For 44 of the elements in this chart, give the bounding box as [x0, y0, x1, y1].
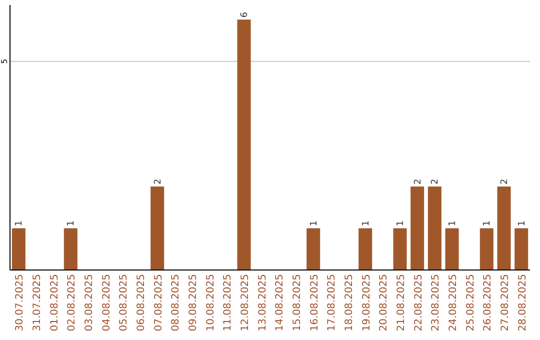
x-tick-label: 11.08.2025	[222, 274, 234, 332]
data-label: 1	[396, 220, 406, 226]
x-tick-label: 09.08.2025	[188, 274, 199, 332]
x-tick-label: 22.08.2025	[413, 274, 424, 332]
x-tick-label: 27.08.2025	[500, 274, 511, 332]
data-label: 1	[309, 220, 320, 226]
data-label: 2	[430, 178, 441, 185]
x-tick-label: 13.08.2025	[257, 274, 268, 332]
x-tick-label: 20.08.2025	[378, 274, 390, 332]
x-tick-label: 05.08.2025	[118, 274, 130, 332]
data-label: 2	[153, 178, 164, 185]
data-label: 2	[413, 178, 424, 185]
x-tick-label: 02.08.2025	[66, 274, 78, 332]
x-tick-label: 21.08.2025	[396, 274, 407, 332]
x-tick-label: 03.08.2025	[84, 274, 95, 332]
x-tick-label: 30.07.2025	[14, 274, 26, 332]
x-tick-label: 17.08.2025	[326, 274, 338, 332]
x-tick-label: 28.08.2025	[517, 274, 528, 332]
data-label: 1	[517, 220, 528, 226]
x-tick-label: 10.08.2025	[205, 274, 216, 332]
data-label: 1	[361, 220, 372, 226]
x-tick-label: 18.08.2025	[344, 274, 355, 332]
x-tick-label: 06.08.2025	[136, 274, 147, 332]
data-label: 1	[66, 220, 77, 226]
x-tick-label: 15.08.2025	[292, 274, 303, 332]
data-label: 1	[14, 220, 25, 226]
x-tick-label: 16.08.2025	[309, 274, 320, 332]
x-tick-label: 23.08.2025	[430, 274, 442, 332]
x-tick-label: 14.08.2025	[274, 274, 286, 332]
data-label: 1	[482, 220, 493, 226]
x-tick-label: 04.08.2025	[101, 274, 112, 332]
x-tick-label: 08.08.2025	[170, 274, 182, 332]
y-tick-label: 5	[0, 58, 9, 64]
x-tick-label: 19.08.2025	[361, 274, 372, 332]
data-label: 2	[500, 178, 510, 185]
x-tick-label: 24.08.2025	[448, 274, 459, 332]
data-label: 6	[240, 12, 250, 18]
x-tick-label: 07.08.2025	[153, 274, 164, 332]
x-tick-label: 31.07.2025	[32, 274, 43, 332]
data-label: 1	[448, 220, 458, 226]
x-tick-label: 01.08.2025	[49, 274, 60, 332]
x-tick-label: 12.08.2025	[240, 274, 251, 332]
x-tick-label: 25.08.2025	[465, 274, 476, 332]
x-tick-label: 26.08.2025	[482, 274, 494, 332]
